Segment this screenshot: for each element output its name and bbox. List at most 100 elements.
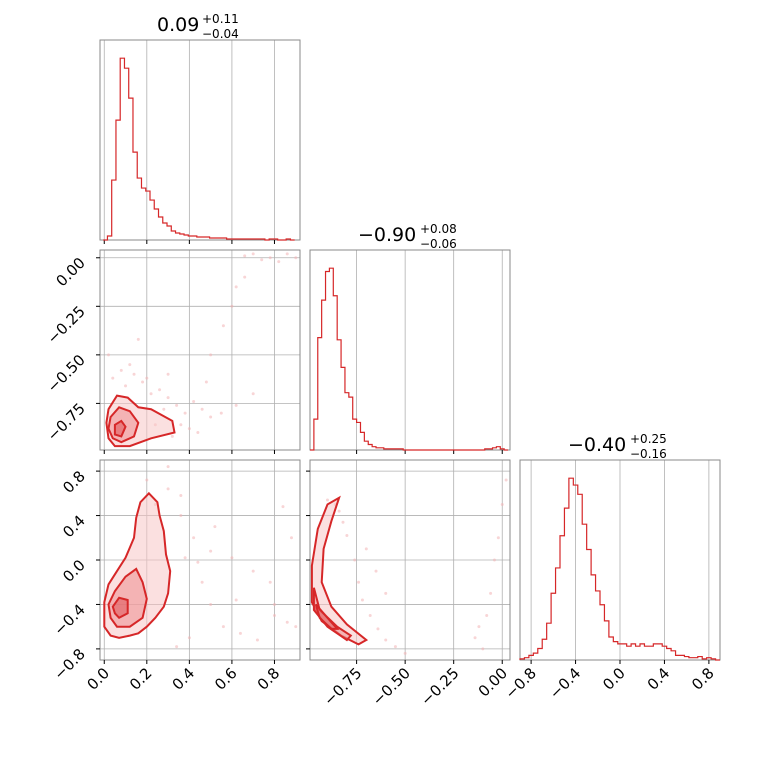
sample-point bbox=[364, 547, 368, 551]
p20_2d-panel bbox=[96, 459, 301, 664]
sample-point bbox=[268, 580, 272, 584]
sample-point bbox=[384, 591, 388, 595]
sample-point bbox=[251, 392, 255, 396]
sample-point bbox=[204, 380, 208, 384]
sample-point bbox=[145, 376, 149, 380]
contour-fill-level-1 bbox=[311, 497, 367, 645]
sample-point bbox=[166, 487, 170, 491]
p1_hist-histogram-line bbox=[310, 267, 509, 451]
p1_hist-panel bbox=[309, 249, 511, 454]
sample-point bbox=[376, 627, 380, 631]
x-tick-label-p2: −0.4 bbox=[546, 664, 584, 702]
sample-point bbox=[234, 598, 238, 602]
sample-point bbox=[219, 411, 223, 415]
sample-point bbox=[243, 254, 247, 258]
sample-point bbox=[337, 509, 341, 513]
sample-point bbox=[285, 620, 289, 624]
title-p0-plus: +0.11 bbox=[202, 12, 239, 26]
sample-point bbox=[170, 434, 174, 438]
sample-point bbox=[360, 598, 364, 602]
sample-point bbox=[492, 558, 496, 562]
title-p0: 0.09 +0.11 −0.04 bbox=[157, 12, 239, 41]
title-p2-plus: +0.25 bbox=[630, 432, 667, 446]
sample-point bbox=[183, 411, 187, 415]
sample-point bbox=[500, 502, 504, 506]
title-p2-main: −0.40 bbox=[568, 434, 626, 456]
sample-point bbox=[187, 636, 191, 640]
title-p0-main: 0.09 bbox=[157, 14, 199, 36]
sample-point bbox=[243, 275, 247, 279]
sample-point bbox=[149, 392, 153, 396]
sample-point bbox=[477, 625, 481, 629]
sample-point bbox=[166, 396, 170, 400]
contour-line-level-3 bbox=[314, 603, 340, 630]
sample-point bbox=[162, 407, 166, 411]
sample-point bbox=[209, 549, 213, 553]
sample-point bbox=[196, 431, 200, 435]
sample-point bbox=[209, 415, 213, 419]
sample-point bbox=[238, 631, 242, 635]
sample-point bbox=[260, 258, 264, 262]
sample-point bbox=[384, 638, 388, 642]
sample-point bbox=[111, 376, 115, 380]
y-tick-label-p1: 0.00 bbox=[52, 254, 88, 290]
contour-line-level-2 bbox=[107, 406, 140, 444]
sample-point bbox=[213, 525, 217, 529]
sample-point bbox=[281, 505, 285, 509]
sample-point bbox=[187, 427, 191, 431]
sample-point bbox=[166, 465, 170, 469]
sample-point bbox=[357, 580, 361, 584]
sample-point bbox=[119, 368, 123, 372]
x-tick-label-p2: 0.0 bbox=[599, 664, 629, 694]
y-tick-label-p1: −0.50 bbox=[44, 351, 89, 396]
sample-point bbox=[481, 647, 485, 651]
title-p1-plus: +0.08 bbox=[420, 222, 457, 236]
sample-point bbox=[368, 614, 372, 618]
sample-point bbox=[272, 614, 276, 618]
title-p1: −0.90 +0.08 −0.06 bbox=[358, 222, 457, 251]
y-tick-label-p2: 0.8 bbox=[59, 467, 89, 497]
sample-point bbox=[393, 645, 397, 649]
title-p2-minus: −0.16 bbox=[630, 447, 667, 461]
sample-point bbox=[294, 625, 298, 629]
sample-point bbox=[132, 372, 136, 376]
x-tick-label-p1: −0.75 bbox=[320, 664, 365, 709]
x-tick-label-p2: 0.8 bbox=[688, 664, 718, 694]
p2_hist-histogram-line bbox=[519, 477, 720, 661]
sample-point bbox=[128, 363, 132, 367]
x-tick-label-p2: 0.4 bbox=[644, 664, 674, 694]
sample-point bbox=[179, 423, 183, 427]
p0_hist-frame bbox=[99, 39, 301, 241]
sample-point bbox=[175, 645, 179, 649]
sample-point bbox=[136, 337, 140, 341]
title-p0-minus: −0.04 bbox=[202, 27, 239, 41]
sample-point bbox=[341, 520, 345, 524]
sample-point bbox=[353, 558, 357, 562]
p10_2d-frame bbox=[99, 249, 301, 451]
sample-point bbox=[192, 536, 196, 540]
y-tick-label-p1: −0.25 bbox=[44, 302, 89, 347]
x-tick-label-p1: −0.25 bbox=[417, 664, 462, 709]
y-tick-label-p2: 0.4 bbox=[59, 512, 89, 542]
x-tick-label-p2: −0.8 bbox=[501, 664, 539, 702]
contour-line-level-3 bbox=[111, 596, 129, 620]
sample-point bbox=[175, 403, 179, 407]
y-tick-label-p2: −0.8 bbox=[50, 645, 88, 683]
sample-point bbox=[277, 260, 281, 264]
sample-point bbox=[234, 285, 238, 289]
sample-point bbox=[504, 478, 508, 482]
contour-line-level-2 bbox=[107, 567, 148, 628]
p0_hist-histogram-line bbox=[103, 57, 295, 241]
p0_hist-panel bbox=[99, 39, 301, 244]
contour-line-level-1 bbox=[105, 394, 176, 448]
sample-point bbox=[496, 536, 500, 540]
x-tick-label-p0: 0.0 bbox=[83, 664, 113, 694]
sample-point bbox=[196, 560, 200, 564]
sample-point bbox=[403, 651, 407, 655]
sample-point bbox=[200, 580, 204, 584]
panels bbox=[96, 39, 721, 664]
contour-line-level-3 bbox=[113, 419, 127, 438]
sample-point bbox=[230, 556, 234, 560]
y-tick-label-p1: −0.75 bbox=[44, 399, 89, 444]
